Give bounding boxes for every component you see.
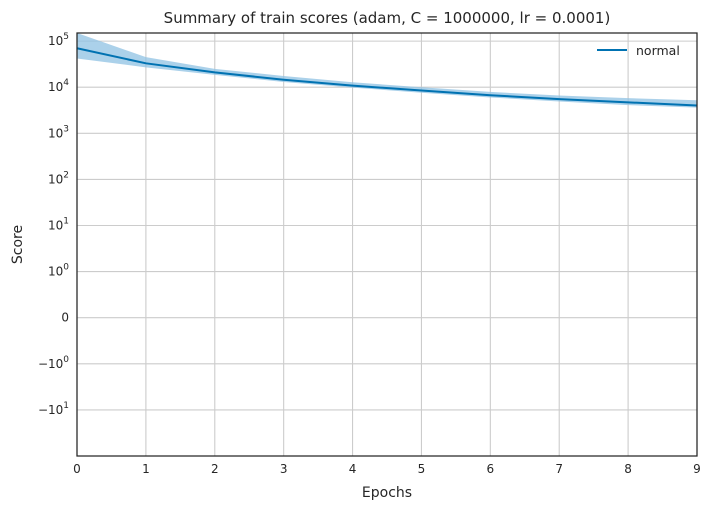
y-tick-label: 100 (48, 263, 69, 279)
grid (76, 33, 698, 456)
y-axis-label: Score (10, 225, 26, 264)
y-tick-label: 104 (48, 78, 69, 94)
chart-title: Summary of train scores (adam, C = 10000… (164, 9, 611, 27)
x-tick-label: 3 (280, 462, 288, 476)
legend-label-normal: normal (636, 43, 680, 58)
y-tick-labels: 105 104 103 102 101 100 0 −100 −101 (38, 32, 69, 417)
x-tick-label: 7 (555, 462, 563, 476)
line-normal (76, 47, 698, 107)
x-tick-labels: 0 1 2 3 4 5 6 7 8 9 (73, 462, 701, 476)
x-tick-label: 1 (142, 462, 150, 476)
legend: normal (597, 43, 680, 58)
y-tick-label: −101 (38, 401, 69, 417)
x-tick-label: 8 (624, 462, 632, 476)
x-tick-label: 5 (418, 462, 426, 476)
plot-frame (76, 32, 698, 457)
y-tick-label: 102 (48, 170, 69, 186)
y-tick-label: 0 (61, 311, 69, 325)
series-lines (76, 47, 698, 107)
x-tick-label: 2 (211, 462, 219, 476)
y-tick-label: 103 (48, 124, 69, 140)
x-tick-label: 0 (73, 462, 81, 476)
y-tick-label: −100 (38, 355, 69, 371)
x-tick-label: 4 (349, 462, 357, 476)
x-axis-label: Epochs (362, 485, 412, 501)
x-tick-label: 6 (487, 462, 495, 476)
y-tick-label: 105 (48, 32, 69, 48)
y-tick-label: 101 (48, 217, 69, 233)
x-tick-label: 9 (693, 462, 701, 476)
